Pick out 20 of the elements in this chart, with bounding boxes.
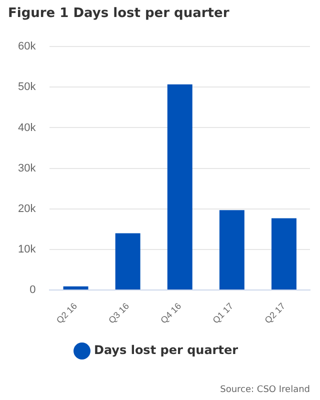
source-note: Source: CSO Ireland bbox=[220, 385, 310, 395]
x-tick-label: Q3 16 bbox=[106, 300, 131, 326]
y-tick-label: 50k bbox=[18, 81, 36, 94]
y-tick-label: 10k bbox=[18, 243, 36, 256]
chart-title: Figure 1 Days lost per quarter bbox=[8, 6, 230, 21]
y-tick-label: 20k bbox=[18, 202, 36, 215]
y-tick-label: 40k bbox=[18, 122, 36, 134]
y-tick-label: 60k bbox=[18, 40, 36, 53]
y-tick-label: 30k bbox=[18, 162, 36, 174]
bar bbox=[63, 286, 88, 290]
bar bbox=[219, 210, 244, 290]
x-tick-label: Q4 16 bbox=[158, 300, 184, 326]
bar bbox=[271, 218, 296, 290]
x-tick-label: Q2 17 bbox=[262, 300, 288, 326]
x-tick-label: Q2 16 bbox=[54, 300, 79, 326]
x-tick-label: Q1 17 bbox=[210, 300, 236, 326]
bar bbox=[115, 233, 140, 290]
legend-label: Days lost per quarter bbox=[94, 343, 238, 358]
y-tick-label: 0 bbox=[30, 284, 36, 296]
bar bbox=[167, 84, 192, 290]
